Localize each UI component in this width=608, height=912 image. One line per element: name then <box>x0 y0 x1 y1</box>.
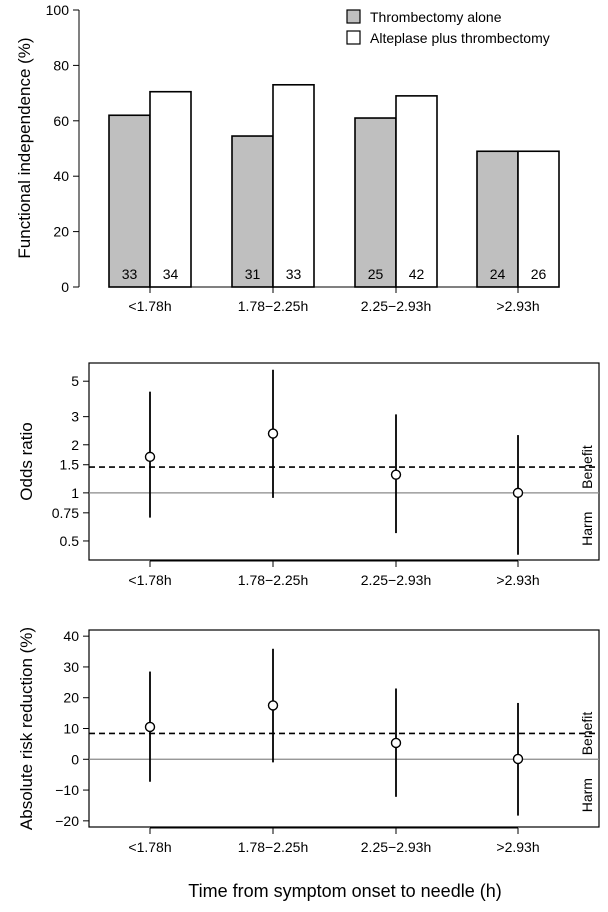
harm-annotation: Harm <box>579 778 595 812</box>
bar-chart-panel: 0 20 40 60 80 100 Functional independence (%) 3… <box>15 2 560 314</box>
y-tick-label: 80 <box>53 57 69 73</box>
y-tick-label: 10 <box>63 721 79 737</box>
x-tick-label: 2.25−2.93h <box>361 572 431 588</box>
x-tick-label: 1.78−2.25h <box>238 839 308 855</box>
y-tick-label: 20 <box>53 224 69 240</box>
bar <box>231 135 274 288</box>
point-estimate <box>267 428 279 439</box>
bar-count-label: 25 <box>368 266 384 282</box>
y-tick-label: 0 <box>61 279 69 295</box>
y-axis-title: Absolute risk reduction (%) <box>17 627 36 830</box>
y-tick-label: 0 <box>71 751 79 767</box>
bar <box>354 117 397 288</box>
x-tick-label: >2.93h <box>496 298 539 314</box>
benefit-annotation: Benefit <box>579 712 595 756</box>
bar <box>149 90 192 288</box>
bar-count-label: 34 <box>163 266 179 282</box>
y-tick-label: −10 <box>55 782 79 798</box>
odds-ratio-panel: 0.5 0.75 1 1.5 2 3 5 Odds ratio Benefit Harm <1.78… <box>17 362 600 588</box>
y-tick-label: 30 <box>63 659 79 675</box>
bar <box>272 83 315 288</box>
y-tick-label: 40 <box>63 628 79 644</box>
benefit-annotation: Benefit <box>579 445 595 489</box>
bar-count-label: 24 <box>490 266 506 282</box>
x-tick-label: <1.78h <box>128 298 171 314</box>
y-tick-label: 20 <box>63 690 79 706</box>
bar-count-label: 42 <box>409 266 425 282</box>
x-tick-label: >2.93h <box>496 572 539 588</box>
point-estimate <box>512 487 524 499</box>
y-tick-label: 0.5 <box>60 533 80 549</box>
y-tick-label: 0.75 <box>52 505 79 521</box>
y-tick-label: 1.5 <box>60 457 80 473</box>
point-estimate <box>512 753 524 765</box>
y-tick-label: 2 <box>71 437 79 453</box>
bar-count-label: 31 <box>245 266 261 282</box>
bar <box>517 150 560 288</box>
plot-frame <box>88 629 600 828</box>
legend-label: Thrombectomy alone <box>370 9 502 25</box>
x-tick-label: >2.93h <box>496 839 539 855</box>
y-tick-label: 5 <box>71 373 79 389</box>
bar <box>108 114 151 288</box>
legend: Thrombectomy alone Alteplase plus thrombe… <box>346 9 550 46</box>
legend-label: Alteplase plus thrombectomy <box>370 30 550 46</box>
plot-frame <box>88 362 600 561</box>
x-tick-label: 1.78−2.25h <box>238 298 308 314</box>
x-axis-title: Time from symptom onset to needle (h) <box>188 881 501 901</box>
y-tick-label: 60 <box>53 113 69 129</box>
bar <box>395 95 438 288</box>
legend-swatch <box>346 9 361 24</box>
y-tick-label: 40 <box>53 168 69 184</box>
bar-count-label: 33 <box>286 266 302 282</box>
x-tick-label: <1.78h <box>128 839 171 855</box>
y-tick-label: 3 <box>71 409 79 425</box>
bar-count-label: 33 <box>122 266 138 282</box>
y-tick-label: 1 <box>71 485 79 501</box>
point-estimate <box>144 451 156 463</box>
point-estimate <box>390 469 402 480</box>
point-estimate <box>144 721 156 733</box>
y-axis-title: Functional independence (%) <box>15 37 34 258</box>
y-tick-label: 100 <box>46 2 70 18</box>
legend-swatch <box>346 30 361 45</box>
bar-count-label: 26 <box>531 266 547 282</box>
absolute-risk-reduction-panel: −20 −10 0 10 20 30 40 Absolute risk reduction (… <box>17 627 600 855</box>
x-tick-label: 2.25−2.93h <box>361 839 431 855</box>
y-tick-label: −20 <box>55 813 79 829</box>
y-axis-title: Odds ratio <box>17 422 36 500</box>
harm-annotation: Harm <box>579 512 595 546</box>
x-tick-label: 1.78−2.25h <box>238 572 308 588</box>
x-tick-label: 2.25−2.93h <box>361 298 431 314</box>
point-estimate <box>267 700 279 711</box>
x-tick-label: <1.78h <box>128 572 171 588</box>
point-estimate <box>390 737 402 749</box>
